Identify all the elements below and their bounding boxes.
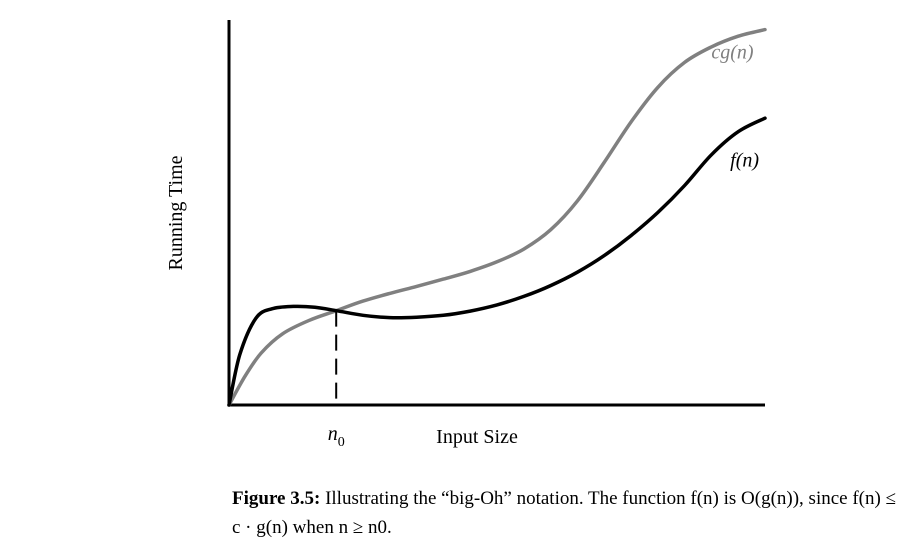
big-oh-chart: n0 Input Size Running Time cg(n) f(n) bbox=[165, 20, 767, 450]
plot-area: n0 Input Size Running Time cg(n) f(n) bbox=[165, 20, 767, 450]
n0-tick-label: n0 bbox=[328, 423, 345, 450]
cg-n-curve bbox=[227, 27, 767, 407]
x-axis-label: Input Size bbox=[436, 426, 518, 448]
figure-number: Figure 3.5: bbox=[232, 488, 321, 509]
figure-caption: Figure 3.5: Illustrating the “big-Oh” no… bbox=[232, 484, 902, 542]
cg-n-label: cg(n) bbox=[711, 42, 754, 64]
y-axis-label: Running Time bbox=[165, 155, 187, 270]
caption-text: Illustrating the “big-Oh” notation. The … bbox=[232, 488, 897, 538]
f-n-label: f(n) bbox=[730, 149, 759, 171]
f-n-curve bbox=[227, 116, 767, 407]
